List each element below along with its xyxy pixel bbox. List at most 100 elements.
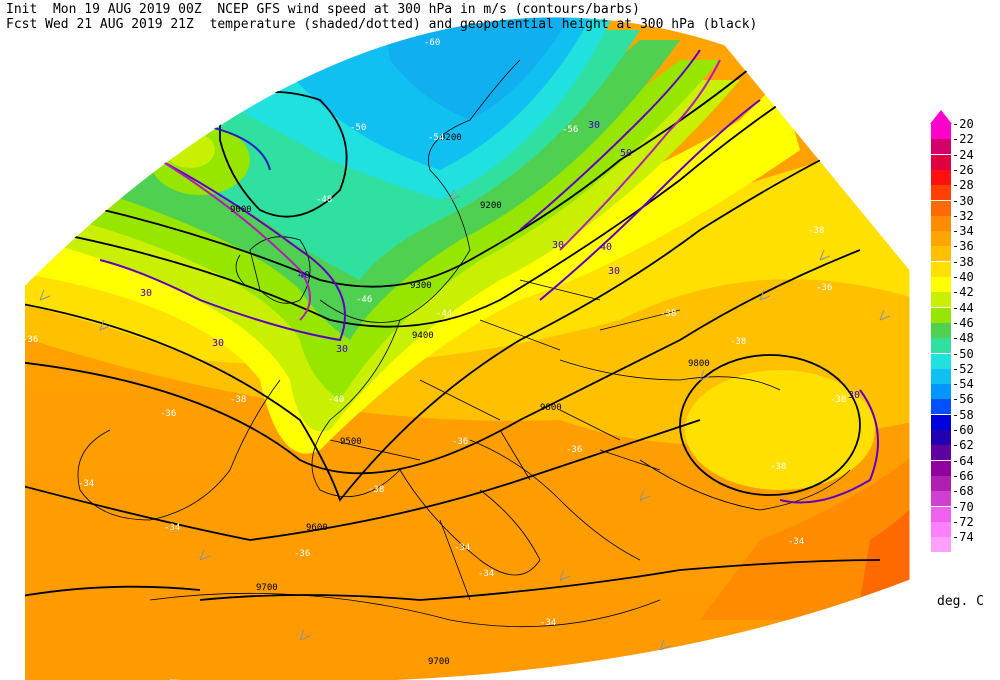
temp-label: -38 xyxy=(770,462,786,472)
wind-label: 40 xyxy=(298,270,310,281)
temp-band-28 xyxy=(860,500,910,600)
temp-label: -48 xyxy=(316,195,332,205)
colorbar-swatch xyxy=(931,445,951,461)
colorbar-label: -26 xyxy=(952,162,974,177)
colorbar-swatch xyxy=(931,475,951,491)
wind-label: 30 xyxy=(608,266,620,277)
temp-label: -36 xyxy=(452,437,468,447)
wind-label: 30 xyxy=(140,288,152,299)
height-contours xyxy=(25,59,881,601)
temp-label: -36 xyxy=(22,335,38,345)
colorbar-units: deg. C xyxy=(937,594,984,609)
temp-label: -38 xyxy=(660,309,676,319)
temp-label: -38 xyxy=(730,337,746,347)
header-forecast-line: Fcst Wed 21 AUG 2019 21Z temperature (sh… xyxy=(6,17,758,32)
colorbar-swatch xyxy=(931,169,951,185)
colorbar-label: -50 xyxy=(952,346,974,361)
temp-label: -34 xyxy=(540,618,556,628)
colorbar-label: -24 xyxy=(952,147,974,162)
temp-label: -46 xyxy=(356,295,372,305)
colorbar-label: -74 xyxy=(952,530,974,545)
colorbar-swatch xyxy=(931,231,951,247)
colorbar-label: -22 xyxy=(952,132,974,147)
colorbar-swatch xyxy=(931,399,951,415)
colorbar-label: -40 xyxy=(952,270,974,284)
colorbar-swatch xyxy=(931,521,951,537)
colorbar-swatch xyxy=(931,322,951,338)
colorbar-label: -46 xyxy=(952,315,974,330)
colorbar-label: -42 xyxy=(952,285,974,300)
colorbar-label: -54 xyxy=(952,377,974,392)
wind-label: 30 xyxy=(588,120,600,131)
temp-label: -34 xyxy=(454,543,470,553)
wind-contours xyxy=(99,49,879,504)
height-label: 9400 xyxy=(412,331,434,341)
temp-label: -36 xyxy=(294,549,310,559)
temp-label: -38 xyxy=(230,395,246,405)
coastlines xyxy=(77,59,851,628)
colorbar-swatch xyxy=(931,353,951,369)
temp-label: -38 xyxy=(368,485,384,495)
height-label: 9200 xyxy=(480,201,502,211)
colorbar-label: -34 xyxy=(952,224,974,239)
height-label: 9000 xyxy=(230,205,252,215)
wind-label: 30 xyxy=(336,344,348,355)
temp-label: -36 xyxy=(566,445,582,455)
colorbar-label: -64 xyxy=(952,453,974,468)
height-label: 9800 xyxy=(540,403,562,413)
colorbar-swatch xyxy=(931,154,951,170)
colorbar-label: -20 xyxy=(952,117,974,131)
temp-label: -56 xyxy=(562,125,578,135)
temp-label: -34 xyxy=(478,569,494,579)
colorbar-swatch xyxy=(931,414,951,430)
header-init-line: Init Mon 19 AUG 2019 00Z NCEP GFS wind s… xyxy=(6,2,640,17)
colorbar-swatch xyxy=(931,460,951,476)
temp-label: -36 xyxy=(160,409,176,419)
warm-core-38 xyxy=(685,370,875,490)
colorbar-swatch xyxy=(931,491,951,507)
wind-label: 30 xyxy=(552,240,564,251)
colorbar-swatch xyxy=(931,537,951,553)
temp-label: -34 xyxy=(788,537,804,547)
temp-label: -38 xyxy=(830,395,846,405)
temp-label: -34 xyxy=(164,523,180,533)
colorbar-swatch xyxy=(931,124,951,139)
colorbar-swatch xyxy=(931,368,951,384)
height-label: 9700 xyxy=(256,583,278,593)
height-label: 9500 xyxy=(340,437,362,447)
colorbar-label: -48 xyxy=(952,331,974,346)
colorbar-swatch xyxy=(931,384,951,400)
temp-label: -54 xyxy=(428,133,444,143)
colorbar-swatch xyxy=(931,215,951,231)
height-label: 9300 xyxy=(410,281,432,291)
colorbar-label: -70 xyxy=(952,499,974,514)
colorbar-label: -38 xyxy=(952,254,974,269)
temp-label: -38 xyxy=(808,226,824,236)
wind-label: 40 xyxy=(600,242,612,253)
colorbar-swatch xyxy=(931,506,951,522)
temp-label: -36 xyxy=(816,283,832,293)
wind-label: 30 xyxy=(212,338,224,349)
colorbar-label: -66 xyxy=(952,468,974,483)
wind-label: 50 xyxy=(620,148,632,159)
wind-label: 30 xyxy=(848,390,860,401)
colorbar-swatch xyxy=(931,200,951,216)
height-label: 9200 xyxy=(440,133,462,143)
cold-pool-west-inner xyxy=(165,132,215,168)
height-label: 9800 xyxy=(688,359,710,369)
temp-label: -40 xyxy=(328,395,344,405)
temp-label: -60 xyxy=(424,38,440,48)
colorbar-label: -68 xyxy=(952,484,974,499)
colorbar-swatch xyxy=(931,292,951,308)
height-label: 9600 xyxy=(306,523,328,533)
colorbar-label: -56 xyxy=(952,392,974,407)
colorbar-swatch xyxy=(931,139,951,155)
colorbar-label: -60 xyxy=(952,423,974,437)
temp-label: -44 xyxy=(436,309,452,319)
colorbar-swatch xyxy=(931,246,951,262)
colorbar-label: -36 xyxy=(952,239,974,254)
colorbar-swatch xyxy=(931,185,951,201)
colorbar-label: -52 xyxy=(952,361,974,376)
colorbar-label: -30 xyxy=(952,193,974,208)
colorbar-swatch xyxy=(931,430,951,445)
